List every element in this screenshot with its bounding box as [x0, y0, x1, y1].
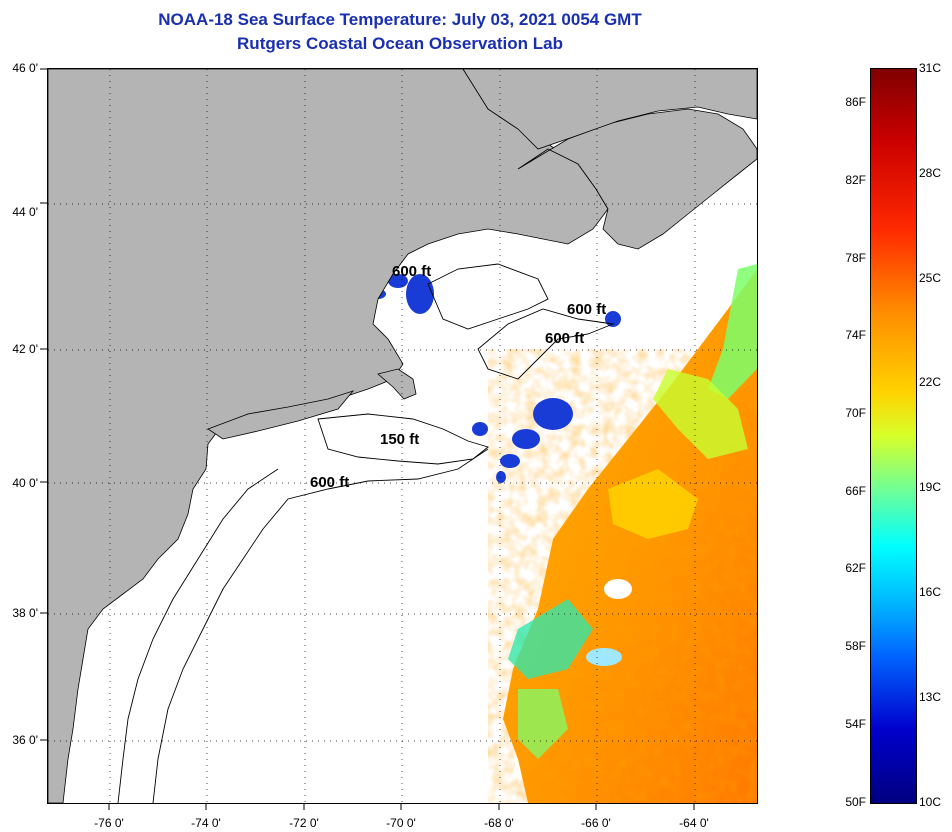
- colorbar-f-label: 62F: [845, 561, 866, 575]
- contour-label: 600 ft: [310, 474, 350, 491]
- cool-water-filament: [708, 264, 757, 399]
- colorbar-c-label: 19C: [919, 480, 942, 494]
- y-tick-label: 38 0': [12, 606, 38, 620]
- colorbar-c-label: 13C: [919, 690, 942, 704]
- colorbar-c-label: 28C: [919, 166, 942, 180]
- cool-water-filament: [608, 469, 698, 539]
- map-canvas: [48, 69, 757, 803]
- cloud-patch: [586, 648, 622, 666]
- y-tick-label: 36 0': [12, 733, 38, 747]
- colorbar-c-label: 22C: [919, 375, 942, 389]
- map-title: NOAA-18 Sea Surface Temperature: July 03…: [158, 10, 642, 29]
- cool-water-filament: [508, 599, 593, 679]
- colorbar-f-label: 66F: [845, 484, 866, 498]
- y-tick-label: 42 0': [12, 342, 38, 356]
- colorbar-f-label: 78F: [845, 251, 866, 265]
- contour-600ft-shelf-edge: [477, 308, 615, 380]
- colorbar-f-label: 70F: [845, 406, 866, 420]
- colorbar-c-label: 16C: [919, 585, 942, 599]
- nova-scotia: [517, 108, 757, 250]
- colorbar-f-label: 82F: [845, 173, 866, 187]
- x-tick-label: -64 0': [679, 816, 709, 830]
- colorbar-f-label: 86F: [845, 95, 866, 109]
- y-tick-label: 46 0': [12, 61, 38, 75]
- colorbar-c-label: 10C: [919, 795, 942, 809]
- x-tick-label: -70 0': [386, 816, 416, 830]
- us-mainland: [48, 69, 609, 803]
- long-island: [207, 390, 355, 440]
- cloud-patch: [604, 579, 632, 599]
- contour-150ft-georges: [317, 413, 489, 465]
- contour-label: 600 ft: [392, 263, 432, 280]
- cool-water-filament: [653, 369, 748, 459]
- map-grid: [48, 69, 757, 803]
- x-tick-label: -76 0': [94, 816, 124, 830]
- colorbar-f-label: 74F: [845, 328, 866, 342]
- canada-north: [462, 69, 757, 150]
- contour-150ft-inner: [117, 468, 279, 803]
- x-tick-label: -72 0': [289, 816, 319, 830]
- colorbar-c-label: 31C: [919, 61, 942, 75]
- sst-map: [47, 68, 758, 804]
- colorbar-f-label: 54F: [845, 717, 866, 731]
- contour-label: 600 ft: [545, 330, 585, 347]
- colorbar-f-label: 58F: [845, 639, 866, 653]
- x-tick-label: -68 0': [484, 816, 514, 830]
- contour-600ft-gulf-of-maine: [427, 263, 549, 330]
- y-tick-label: 40 0': [12, 476, 38, 490]
- cool-water-filament: [518, 689, 568, 759]
- temperature-colorbar: [870, 68, 917, 804]
- cloud-patch: [470, 613, 486, 645]
- cape-cod: [377, 368, 417, 400]
- colorbar-c-label: 25C: [919, 271, 942, 285]
- y-tick-label: 44 0': [12, 205, 38, 219]
- x-tick-label: -66 0': [581, 816, 611, 830]
- contour-label: 600 ft: [567, 301, 607, 318]
- contour-600ft-shelf: [152, 448, 489, 803]
- depth-contours: [117, 263, 615, 803]
- cold-water-patches: [206, 92, 621, 483]
- map-subtitle: Rutgers Coastal Ocean Observation Lab: [237, 34, 563, 53]
- x-tick-label: -74 0': [191, 816, 221, 830]
- colorbar-f-label: 50F: [845, 795, 866, 809]
- land: [48, 69, 757, 803]
- contour-label: 150 ft: [380, 431, 420, 448]
